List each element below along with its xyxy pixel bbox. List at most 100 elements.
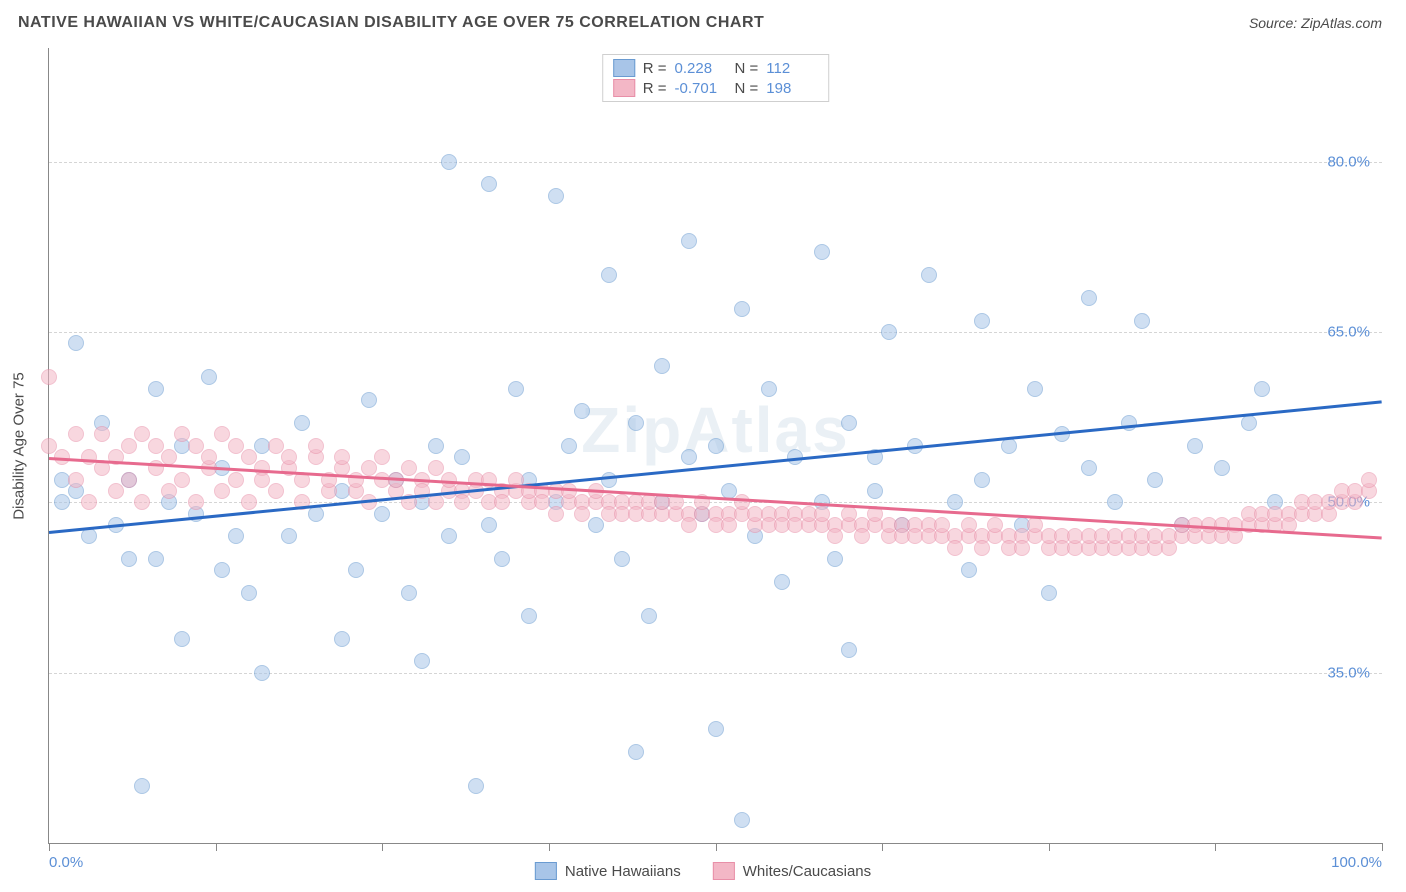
scatter-point bbox=[54, 494, 70, 510]
correlation-stats-box: R =0.228N =112R =-0.701N =198 bbox=[602, 54, 830, 102]
n-value: 198 bbox=[766, 80, 818, 97]
scatter-point bbox=[374, 449, 390, 465]
scatter-point bbox=[1107, 494, 1123, 510]
r-label: R = bbox=[643, 60, 667, 77]
scatter-point bbox=[468, 778, 484, 794]
scatter-point bbox=[481, 176, 497, 192]
scatter-point bbox=[334, 449, 350, 465]
scatter-point bbox=[827, 528, 843, 544]
header: NATIVE HAWAIIAN VS WHITE/CAUCASIAN DISAB… bbox=[0, 0, 1406, 40]
scatter-point bbox=[628, 744, 644, 760]
legend-item: Native Hawaiians bbox=[535, 862, 681, 880]
y-tick-label: 35.0% bbox=[1327, 664, 1370, 681]
scatter-point bbox=[641, 608, 657, 624]
scatter-point bbox=[1361, 472, 1377, 488]
scatter-point bbox=[308, 438, 324, 454]
scatter-point bbox=[268, 483, 284, 499]
scatter-point bbox=[214, 562, 230, 578]
x-tick bbox=[549, 843, 550, 851]
scatter-point bbox=[108, 483, 124, 499]
scatter-point bbox=[548, 506, 564, 522]
scatter-point bbox=[121, 472, 137, 488]
scatter-point bbox=[681, 233, 697, 249]
legend-item: Whites/Caucasians bbox=[713, 862, 871, 880]
scatter-point bbox=[827, 551, 843, 567]
scatter-point bbox=[921, 267, 937, 283]
scatter-point bbox=[401, 460, 417, 476]
scatter-point bbox=[961, 562, 977, 578]
scatter-point bbox=[241, 494, 257, 510]
scatter-point bbox=[161, 483, 177, 499]
scatter-point bbox=[521, 608, 537, 624]
scatter-point bbox=[121, 551, 137, 567]
scatter-point bbox=[854, 528, 870, 544]
series-swatch bbox=[613, 59, 635, 77]
scatter-point bbox=[628, 415, 644, 431]
chart-plot-area: Disability Age Over 75 ZipAtlas R =0.228… bbox=[48, 48, 1382, 844]
n-value: 112 bbox=[766, 60, 818, 77]
scatter-point bbox=[734, 494, 750, 510]
gridline bbox=[49, 332, 1382, 333]
stats-row: R =-0.701N =198 bbox=[613, 79, 819, 97]
scatter-point bbox=[414, 653, 430, 669]
stats-row: R =0.228N =112 bbox=[613, 59, 819, 77]
x-tick bbox=[716, 843, 717, 851]
scatter-point bbox=[1027, 517, 1043, 533]
scatter-point bbox=[81, 494, 97, 510]
scatter-point bbox=[188, 438, 204, 454]
scatter-point bbox=[574, 506, 590, 522]
scatter-point bbox=[161, 449, 177, 465]
scatter-point bbox=[974, 540, 990, 556]
scatter-point bbox=[228, 472, 244, 488]
scatter-point bbox=[654, 358, 670, 374]
x-tick-label: 0.0% bbox=[49, 854, 83, 871]
scatter-point bbox=[1014, 540, 1030, 556]
scatter-point bbox=[761, 381, 777, 397]
scatter-point bbox=[974, 472, 990, 488]
scatter-point bbox=[441, 154, 457, 170]
legend-swatch bbox=[713, 862, 735, 880]
scatter-point bbox=[734, 812, 750, 828]
scatter-point bbox=[987, 517, 1003, 533]
scatter-point bbox=[201, 449, 217, 465]
scatter-point bbox=[934, 517, 950, 533]
y-axis-label: Disability Age Over 75 bbox=[11, 372, 28, 520]
scatter-point bbox=[974, 313, 990, 329]
x-tick bbox=[1215, 843, 1216, 851]
scatter-point bbox=[454, 494, 470, 510]
scatter-point bbox=[148, 551, 164, 567]
n-label: N = bbox=[735, 60, 759, 77]
scatter-point bbox=[1081, 290, 1097, 306]
scatter-point bbox=[1241, 415, 1257, 431]
scatter-point bbox=[201, 369, 217, 385]
scatter-point bbox=[374, 506, 390, 522]
scatter-point bbox=[254, 472, 270, 488]
scatter-point bbox=[881, 324, 897, 340]
scatter-point bbox=[68, 426, 84, 442]
scatter-point bbox=[708, 721, 724, 737]
scatter-point bbox=[134, 426, 150, 442]
scatter-point bbox=[774, 574, 790, 590]
source-label: Source: ZipAtlas.com bbox=[1249, 15, 1382, 31]
scatter-point bbox=[708, 438, 724, 454]
scatter-point bbox=[254, 665, 270, 681]
scatter-point bbox=[481, 517, 497, 533]
y-tick-label: 65.0% bbox=[1327, 323, 1370, 340]
r-value: -0.701 bbox=[675, 80, 727, 97]
r-label: R = bbox=[643, 80, 667, 97]
legend-label: Native Hawaiians bbox=[565, 863, 681, 880]
scatter-point bbox=[814, 244, 830, 260]
scatter-point bbox=[508, 381, 524, 397]
scatter-point bbox=[1254, 381, 1270, 397]
scatter-point bbox=[81, 528, 97, 544]
legend-label: Whites/Caucasians bbox=[743, 863, 871, 880]
scatter-point bbox=[228, 528, 244, 544]
scatter-point bbox=[1134, 313, 1150, 329]
scatter-point bbox=[134, 778, 150, 794]
scatter-point bbox=[841, 415, 857, 431]
scatter-point bbox=[361, 460, 377, 476]
scatter-point bbox=[947, 540, 963, 556]
scatter-point bbox=[134, 494, 150, 510]
scatter-point bbox=[681, 517, 697, 533]
x-tick-label: 100.0% bbox=[1331, 854, 1382, 871]
